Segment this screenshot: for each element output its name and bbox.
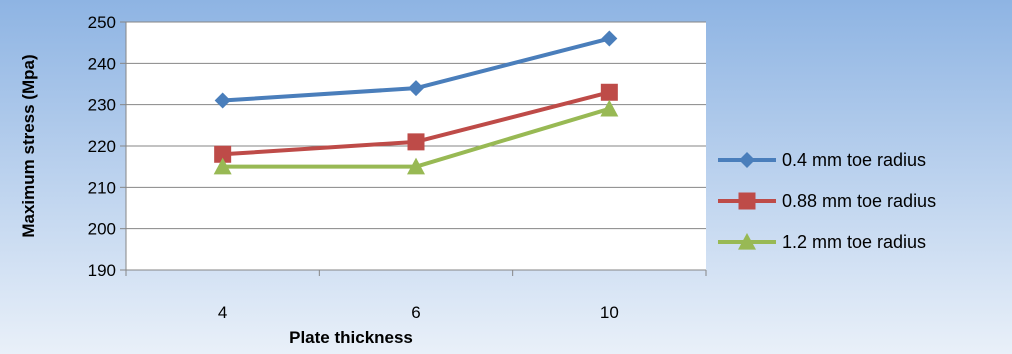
x-axis-title: Plate thickness: [289, 328, 413, 347]
legend-label-2: 1.2 mm toe radius: [782, 232, 926, 252]
y-tick-label-200: 200: [88, 220, 116, 239]
data-point-1-1: [408, 133, 425, 150]
x-tick-label-6: 6: [411, 303, 420, 322]
data-point-1-2: [601, 84, 618, 101]
y-tick-label-220: 220: [88, 137, 116, 156]
legend-item-1: 0.88 mm toe radius: [718, 191, 936, 211]
y-tick-label-250: 250: [88, 13, 116, 32]
y-tick-label-210: 210: [88, 178, 116, 197]
y-tick-label-230: 230: [88, 96, 116, 115]
x-tick-label-10: 10: [600, 303, 619, 322]
legend-label-1: 0.88 mm toe radius: [782, 191, 936, 211]
y-axis-title: Maximum stress (Mpa): [19, 54, 38, 237]
x-tick-label-4: 4: [218, 303, 227, 322]
legend-label-0: 0.4 mm toe radius: [782, 150, 926, 170]
legend-marker-1: [739, 193, 756, 210]
y-tick-label-190: 190: [88, 261, 116, 280]
y-tick-label-240: 240: [88, 54, 116, 73]
